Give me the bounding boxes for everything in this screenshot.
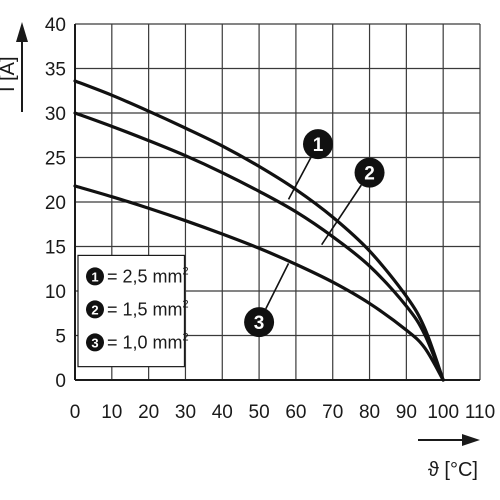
- legend-label-3: = 1,0 mm2: [107, 331, 189, 352]
- tick-labels: 0 10 20 30 40 50 60 70 80 90 100 110 0 5 10 15 20 25 30 35 4…: [45, 15, 495, 423]
- y-tick-label: 20: [45, 193, 66, 214]
- x-tick-label: 70: [322, 402, 343, 423]
- callout-leader-3: [265, 263, 290, 310]
- y-tick-label: 15: [45, 238, 66, 259]
- y-tick-label: 0: [55, 371, 66, 392]
- series-2-line: [73, 111, 445, 382]
- x-tick-label: 40: [212, 402, 233, 423]
- y-tick-label: 35: [45, 60, 66, 81]
- x-tick-label: 100: [427, 402, 459, 423]
- callout-number-3: 3: [254, 313, 265, 334]
- y-tick-label: 25: [45, 149, 66, 170]
- x-tick-label: 90: [396, 402, 417, 423]
- callout-number-1: 1: [313, 135, 324, 156]
- y-axis-title: I [A]: [0, 56, 19, 92]
- legend-badge-number: 2: [91, 302, 98, 317]
- legend-badge-number: 3: [91, 335, 98, 350]
- callout-badge-3: [244, 307, 275, 338]
- legend-badge-1: [86, 267, 104, 286]
- callout-number-2: 2: [364, 164, 375, 185]
- legend-badge-2: [86, 300, 104, 319]
- callout-leader-2: [321, 184, 362, 246]
- legend-superscript: 2: [183, 298, 189, 310]
- y-axis-arrow: [16, 22, 28, 112]
- x-tick-label: 20: [138, 402, 159, 423]
- series-1-line: [73, 79, 445, 382]
- y-tick-label: 40: [45, 15, 66, 36]
- callout-badge-1: [303, 129, 333, 160]
- y-tick-label: 10: [45, 282, 66, 303]
- x-tick-label: 80: [359, 402, 380, 423]
- x-axis-arrow: [418, 434, 480, 446]
- series-3-line: [73, 184, 445, 382]
- series-lines: [73, 79, 445, 382]
- x-tick-label: 50: [249, 402, 270, 423]
- x-axis-title: ϑ [°C]: [428, 459, 478, 481]
- y-tick-label: 5: [55, 327, 66, 348]
- x-tick-label: 60: [285, 402, 306, 423]
- callout-badge-2: [354, 157, 385, 188]
- legend-label-1: = 2,5 mm2: [107, 265, 189, 286]
- x-tick-label: 110: [465, 402, 495, 423]
- legend-superscript: 2: [183, 265, 189, 277]
- x-tick-label: 10: [101, 402, 122, 423]
- legend-badge-number: 1: [91, 269, 98, 284]
- legend-label-2: = 1,5 mm2: [107, 298, 189, 319]
- legend-superscript: 2: [183, 331, 189, 343]
- callout-leader-1: [287, 157, 312, 200]
- callouts: 1 2 3: [244, 129, 385, 338]
- legend-badge-3: [86, 333, 104, 352]
- x-tick-label: 0: [70, 402, 81, 423]
- axes: [74, 24, 480, 381]
- y-tick-label: 30: [45, 104, 66, 125]
- x-tick-label: 30: [175, 402, 196, 423]
